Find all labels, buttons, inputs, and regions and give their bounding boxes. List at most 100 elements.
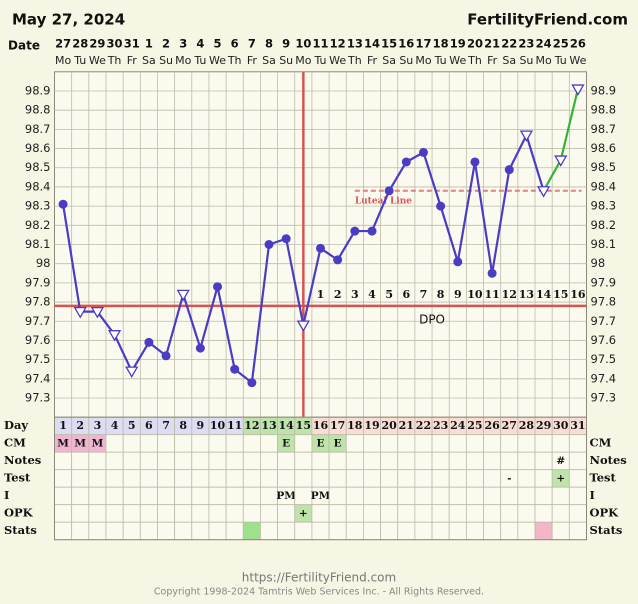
date-label: 23 — [518, 37, 534, 51]
row-label-right: OPK — [590, 505, 620, 519]
cell-text: + — [556, 472, 565, 484]
line-segment — [250, 244, 271, 383]
table-cell — [208, 469, 227, 488]
weekday-label: We — [209, 54, 226, 67]
table-cell — [328, 521, 347, 541]
table-cell — [414, 504, 433, 523]
cell-text: M — [57, 437, 69, 449]
date-label: 25 — [553, 37, 569, 51]
day-number: 6 — [145, 419, 153, 432]
table-cell — [122, 451, 141, 471]
day-number: 30 — [553, 419, 569, 432]
table-cell — [328, 504, 347, 523]
table-cell — [534, 469, 553, 488]
table-cell — [139, 451, 158, 471]
cell-text: E — [282, 437, 290, 449]
day-number: 3 — [94, 419, 102, 432]
table-cell — [397, 504, 416, 523]
table-cell — [191, 434, 210, 453]
table-cell — [500, 434, 519, 453]
table-cell — [157, 486, 176, 506]
line-segment — [113, 334, 133, 372]
y-tick-label-right: 98.9 — [591, 83, 617, 97]
table-cell — [483, 504, 502, 523]
y-tick-label: 97.5 — [25, 352, 51, 366]
point-open — [536, 186, 551, 198]
dpo-number: 4 — [368, 288, 376, 301]
table-cell — [71, 469, 90, 488]
table-cell — [191, 451, 210, 471]
table-cell — [174, 434, 193, 453]
weekday-label: Fr — [127, 54, 138, 67]
point — [247, 378, 257, 388]
y-tick-label-right: 98.2 — [591, 218, 617, 232]
table-cell — [294, 451, 313, 471]
point — [195, 343, 205, 353]
y-tick-label-right: 97.9 — [591, 275, 617, 289]
table-cell — [363, 486, 381, 506]
day-number: 29 — [536, 419, 551, 432]
table-cell — [431, 486, 450, 506]
day-number: 27 — [502, 419, 517, 432]
y-tick-label-right: 97.6 — [591, 333, 617, 347]
table-cell — [105, 434, 124, 453]
line-segment — [130, 341, 150, 372]
line-segment — [559, 88, 579, 161]
day-number: 11 — [227, 419, 242, 432]
weekday-label: Sa — [142, 54, 156, 67]
table-cell — [208, 521, 227, 541]
y-tick-label-right: 98.6 — [591, 141, 617, 155]
day-number: 19 — [364, 419, 379, 432]
table-cell — [380, 504, 399, 523]
y-tick-label-right: 98.1 — [591, 237, 617, 251]
table-cell — [448, 486, 467, 506]
table-cell — [191, 469, 210, 488]
table-cell — [71, 521, 90, 541]
line-segment — [422, 152, 442, 207]
y-tick-label: 98.1 — [25, 237, 51, 251]
line-segment — [164, 294, 185, 357]
weekday-label: Th — [107, 54, 122, 67]
y-tick-label: 98.4 — [25, 179, 51, 193]
dpo-number: 2 — [334, 288, 342, 301]
table-cell — [54, 521, 73, 541]
table-cell — [277, 469, 296, 488]
table-cell — [431, 434, 450, 453]
day-number: 15 — [296, 419, 311, 432]
dpo-number: 6 — [402, 288, 410, 301]
date-label: 2 — [162, 37, 170, 51]
point — [58, 199, 68, 209]
dpo-number: 15 — [553, 288, 568, 301]
weekday-label: Fr — [367, 54, 378, 67]
table-cell — [345, 434, 364, 453]
dpo-label: DPO — [419, 312, 445, 326]
table-cell — [534, 521, 553, 541]
line-segment — [388, 161, 408, 192]
table-cell — [174, 504, 193, 523]
table-cell — [225, 504, 244, 523]
table-cell — [414, 469, 433, 488]
dpo-number: 3 — [351, 288, 359, 301]
weekday-label: Th — [467, 54, 482, 67]
weekday-label: Mo — [175, 54, 191, 67]
y-tick-label: 98.9 — [25, 83, 51, 97]
y-tick-label: 98.3 — [25, 199, 51, 213]
table-cell — [397, 451, 416, 471]
weekday-label: Mo — [415, 54, 431, 67]
y-tick-label: 98.7 — [25, 122, 51, 136]
table-cell — [157, 451, 176, 471]
table-cell — [277, 521, 296, 541]
table-cell — [397, 521, 416, 541]
table-cell — [500, 521, 519, 541]
date-label: 11 — [312, 37, 328, 51]
table-cell — [534, 486, 553, 506]
table-cell — [431, 504, 450, 523]
table-cell — [414, 521, 433, 541]
table-cell — [517, 521, 536, 541]
table-cell — [157, 434, 176, 453]
table-cell — [191, 504, 210, 523]
date-label: 28 — [72, 37, 88, 51]
point — [401, 157, 411, 167]
line-segment — [302, 248, 322, 326]
